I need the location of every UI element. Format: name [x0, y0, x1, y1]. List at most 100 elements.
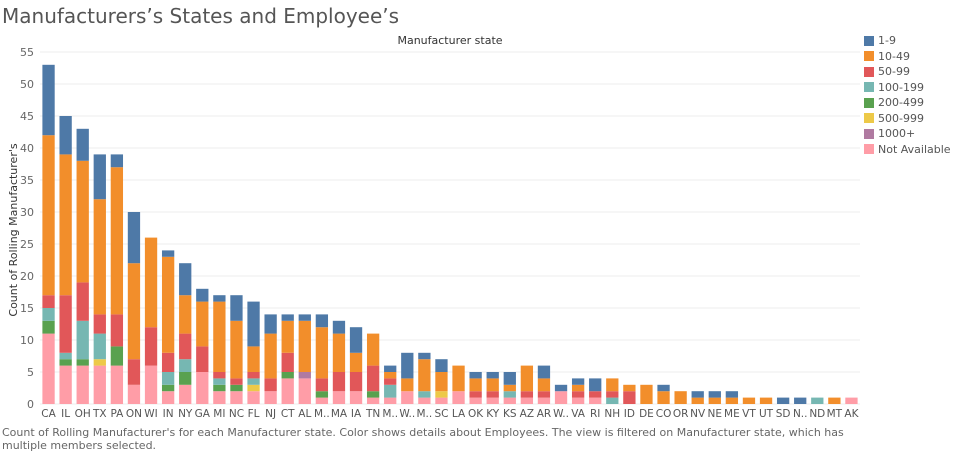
bar-segment: [127, 263, 141, 360]
bar-segment: [127, 384, 141, 404]
bar-segment: [315, 397, 329, 404]
x-tick-label: VA: [571, 408, 586, 420]
bar-segment: [418, 359, 431, 392]
bar-segment: [725, 397, 739, 404]
bar-segment: [315, 327, 329, 379]
bar-segment: [76, 359, 89, 366]
x-tick-label: N..: [793, 408, 808, 420]
x-tick-label: MT: [827, 408, 843, 420]
bar-segment: [452, 391, 465, 404]
bar-segment: [144, 237, 158, 328]
x-tick-label: MI: [213, 408, 225, 420]
bar-segment: [486, 378, 499, 392]
bar-segment: [315, 391, 329, 398]
bar-segment: [59, 295, 72, 353]
x-tick-label: NC: [229, 408, 244, 420]
bar-segment: [418, 391, 431, 398]
bar-segment: [247, 301, 260, 347]
legend-swatch: [864, 82, 874, 93]
x-tick-label: ID: [624, 408, 635, 420]
bar-segment: [332, 372, 346, 392]
bar-segment: [503, 397, 516, 404]
bar-segment: [42, 320, 55, 334]
bar-segment: [503, 372, 516, 385]
x-tick-label: DE: [639, 408, 654, 420]
bar-segment: [247, 378, 260, 385]
bar-segment: [161, 250, 175, 257]
legend-label: 10-49: [878, 49, 910, 63]
bar-segment: [435, 372, 448, 392]
legend-swatch: [864, 97, 874, 108]
x-tick-label: W..: [553, 408, 569, 420]
bar-segment: [110, 314, 124, 347]
bar-segment: [281, 320, 294, 353]
bar-segment: [418, 352, 431, 360]
x-tick-label: NV: [690, 408, 706, 420]
bar-segment: [93, 359, 106, 366]
bar-segment: [230, 295, 243, 321]
bar-segment: [161, 372, 175, 385]
bar-segment: [366, 391, 380, 398]
chart-caption: Count of Rolling Manufacturer's for each…: [2, 426, 844, 452]
bar-segment: [486, 391, 499, 398]
legend-item: 1000+: [864, 126, 951, 142]
legend-swatch: [864, 66, 874, 77]
bar-segment: [298, 320, 311, 372]
bar-segment: [264, 391, 277, 404]
bar-segment: [93, 365, 106, 404]
x-tick-label: IA: [351, 408, 362, 420]
bar-segment: [179, 263, 192, 296]
bar-segment: [503, 384, 516, 392]
bar-segment: [606, 397, 619, 404]
legend-label: 1000+: [878, 127, 916, 141]
bar-segment: [366, 365, 380, 392]
chart-title: Manufacturers’s States and Employee’s: [2, 4, 400, 28]
bar-segment: [281, 372, 294, 379]
x-tick-label: CO: [656, 408, 672, 420]
x-tick-label: NE: [708, 408, 723, 420]
x-tick-label: M..: [417, 408, 433, 420]
x-tick-label: IN: [163, 408, 174, 420]
bar-segment: [640, 384, 653, 404]
x-tick-label: NY: [178, 408, 193, 420]
bar-segment: [161, 384, 175, 392]
bar-segment: [554, 391, 568, 404]
bar-segment: [264, 378, 277, 392]
bar-segment: [623, 391, 636, 404]
bar-segment: [230, 378, 243, 385]
x-tick-label: AL: [298, 408, 311, 420]
bar-segment: [776, 397, 790, 404]
bar-segment: [418, 397, 431, 404]
legend-item: 50-99: [864, 64, 951, 80]
bar-segment: [213, 378, 226, 385]
bar-segment: [59, 116, 72, 155]
y-tick-label: 55: [20, 46, 34, 59]
bar-segment: [623, 384, 636, 392]
bar-segment: [213, 391, 226, 404]
legend-item: 100-199: [864, 80, 951, 96]
y-tick-label: 10: [20, 334, 34, 347]
x-tick-label: OR: [673, 408, 689, 420]
y-tick-label: 25: [20, 238, 34, 251]
bar-segment: [657, 384, 670, 392]
y-tick-label: 30: [20, 206, 34, 219]
bar-segment: [435, 359, 448, 372]
bar-segment: [384, 365, 397, 372]
bar-segment: [144, 327, 158, 366]
bar-segment: [59, 359, 72, 366]
x-tick-label: VT: [742, 408, 756, 420]
bar-segment: [76, 128, 89, 161]
legend-swatch: [864, 144, 874, 155]
x-tick-label: NJ: [265, 408, 276, 420]
x-tick-label: KS: [503, 408, 517, 420]
bar-segment: [571, 378, 585, 385]
bar-segment: [537, 378, 551, 392]
y-tick-label: 5: [27, 366, 34, 379]
y-axis-title: Count of Rolling Manufacturer's: [7, 143, 20, 316]
bar-segment: [281, 378, 294, 404]
bar-segment: [230, 391, 243, 404]
bar-segment: [59, 365, 72, 404]
x-tick-label: M..: [382, 408, 398, 420]
bar-segment: [298, 314, 311, 321]
bar-segment: [571, 397, 585, 404]
